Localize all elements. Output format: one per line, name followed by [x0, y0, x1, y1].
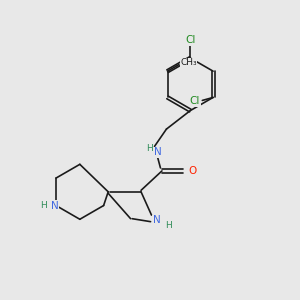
Text: H: H [146, 144, 152, 153]
Text: N: N [51, 200, 58, 211]
Text: N: N [154, 147, 161, 158]
Text: H: H [165, 221, 172, 230]
Text: Cl: Cl [190, 96, 200, 106]
Text: Cl: Cl [185, 35, 196, 45]
Text: CH₃: CH₃ [180, 58, 197, 67]
Text: O: O [189, 166, 197, 176]
Text: H: H [40, 201, 47, 210]
Text: N: N [153, 215, 160, 225]
